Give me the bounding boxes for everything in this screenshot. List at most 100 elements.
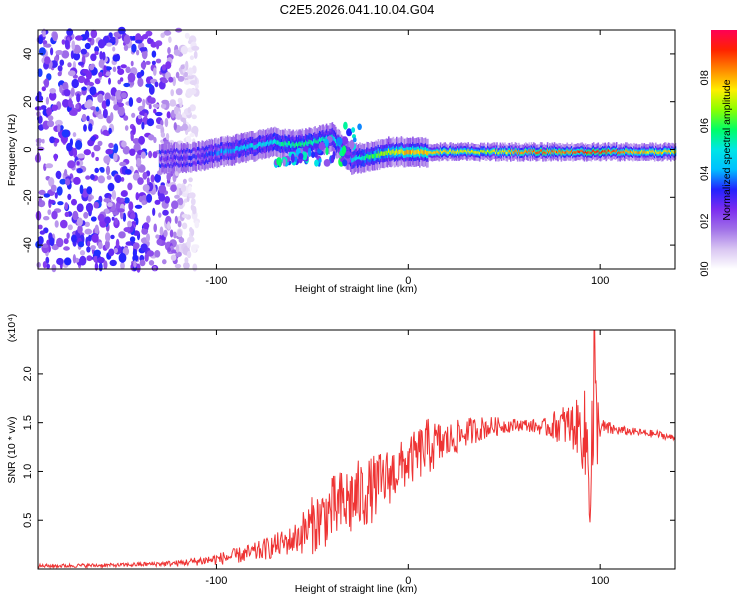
ridge-cell [443, 149, 445, 153]
noise-speckle [63, 257, 72, 266]
colorbar-tick-label: 0.4 [699, 166, 711, 181]
noise-speckle [120, 261, 125, 270]
ridge-cell [208, 151, 210, 156]
noise-speckle [100, 167, 105, 173]
noise-speckle [178, 197, 184, 206]
colorbar-ticks: 0.0 0.2 0.4 0.6 0.8 [699, 70, 711, 276]
ridge-cell [501, 149, 504, 153]
noise-speckle [84, 221, 90, 227]
noise-speckle [180, 45, 188, 55]
noise-speckle [118, 252, 127, 263]
ridge-cell [672, 150, 674, 153]
ridge-cell [435, 151, 437, 154]
ridge-cell [383, 151, 385, 156]
noise-speckle [102, 129, 109, 136]
noise-speckle [153, 136, 157, 144]
snr-panel: -100 0 100 0.5 1.0 1.5 2.0 Height of straight… [6, 314, 676, 595]
ridge-cell [572, 152, 574, 155]
ridge-cell [638, 151, 641, 154]
noise-speckle [73, 176, 81, 185]
noise-speckle [130, 212, 136, 220]
ridge-cell [407, 150, 410, 155]
noise-speckle [133, 260, 137, 268]
ridge-cell [558, 150, 560, 153]
noise-speckle [67, 70, 76, 77]
ridge-cell [398, 149, 400, 154]
noise-speckle [86, 246, 91, 253]
ridge-cell [565, 151, 567, 154]
noise-speckle [94, 46, 100, 53]
noise-speckle [153, 67, 157, 76]
noise-speckle [139, 111, 146, 116]
ridge-cell [431, 151, 434, 155]
noise-speckle [173, 231, 177, 239]
noise-speckle [108, 127, 112, 135]
ridge-cell [637, 151, 640, 154]
spur-blob [357, 123, 362, 131]
noise-speckle [117, 208, 125, 213]
noise-speckle [59, 178, 67, 185]
ridge-cell [634, 151, 636, 154]
ridge-cell [434, 151, 436, 154]
noise-speckle [139, 47, 147, 52]
noise-speckle [104, 216, 111, 224]
noise-speckle [108, 142, 114, 149]
ridge-cell [388, 148, 390, 153]
noise-speckle [187, 106, 191, 114]
ridge-cell [267, 140, 269, 145]
noise-speckle [61, 50, 70, 59]
ridge-cell [278, 141, 281, 146]
noise-speckle [113, 247, 118, 254]
ridge-cell [290, 143, 292, 148]
figure-title: C2E5.2026.041.10.04.G04 [280, 2, 435, 17]
noise-speckle [160, 103, 167, 109]
ridge-cell [644, 151, 647, 154]
noise-speckle [117, 102, 124, 108]
ridge-cell [217, 150, 220, 155]
ridge-cell [284, 140, 286, 146]
y-tick-label: -40 [22, 237, 34, 253]
ridge-cell [432, 151, 435, 154]
ridge-cell [291, 142, 293, 148]
noise-speckle [175, 113, 183, 120]
ridge-cell [652, 150, 655, 153]
ridge-cell [641, 150, 643, 153]
noise-speckle [113, 104, 119, 111]
ridge-cell [549, 150, 551, 153]
noise-speckle [189, 55, 194, 60]
noise-speckle [54, 138, 60, 144]
ridge-cell [248, 143, 251, 148]
colorbar-label: Normalized spectral amplitude [721, 79, 733, 220]
ridge-cell [406, 149, 408, 154]
noise-speckle [102, 51, 106, 61]
ridge-cell [177, 155, 179, 161]
colorbar: 0.0 0.2 0.4 0.6 0.8 Normalized spectral ampl… [699, 30, 737, 277]
ridge-cell [430, 151, 433, 154]
noise-speckle [57, 65, 63, 72]
ridge-cell [453, 151, 456, 154]
noise-speckle [192, 263, 198, 272]
noise-speckle [105, 232, 111, 242]
ridge-cell [484, 151, 487, 154]
noise-speckle [90, 135, 97, 142]
ridge-cell [492, 149, 495, 152]
ridge-cell [158, 156, 161, 161]
ridge-cell [282, 141, 284, 146]
ridge-cell [539, 149, 542, 152]
noise-speckle [180, 64, 185, 70]
noise-speckle [161, 79, 169, 84]
noise-speckle [122, 212, 127, 222]
noise-speckle [163, 229, 168, 238]
ridge-cell [223, 150, 225, 155]
ridge-cell [459, 150, 461, 153]
spur-blob [346, 128, 353, 137]
noise-speckle [106, 175, 112, 180]
ridge-cell [624, 151, 626, 155]
ridge-cell [428, 151, 430, 154]
spur-blob [349, 139, 355, 150]
ridge-cell [244, 144, 246, 149]
noise-speckle [78, 61, 84, 66]
ridge-cell [541, 149, 543, 152]
ridge-cell [283, 142, 285, 147]
colorbar-tick-label: 0.6 [699, 118, 711, 133]
